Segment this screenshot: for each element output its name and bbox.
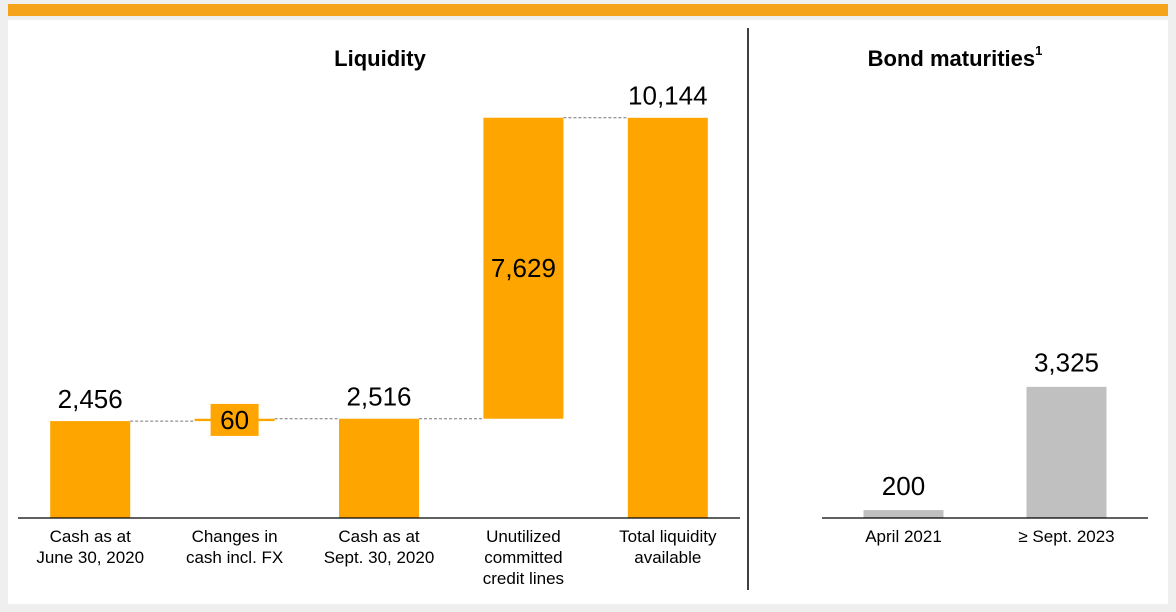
x-tick-label: Unutilized committed credit lines bbox=[483, 527, 564, 588]
bar bbox=[339, 418, 419, 518]
label-line: Total liquidity bbox=[619, 527, 717, 546]
value-label: 2,456 bbox=[58, 384, 123, 414]
label-line: Unutilized bbox=[486, 527, 561, 546]
panel bbox=[8, 20, 1168, 604]
value-label: 2,516 bbox=[346, 382, 411, 412]
label-line: Cash as at bbox=[338, 527, 420, 546]
x-tick-label: April 2021 bbox=[865, 527, 942, 546]
bar bbox=[50, 421, 131, 518]
label-line: credit lines bbox=[483, 569, 564, 588]
x-tick-label: Cash as at Sept. 30, 2020 bbox=[324, 527, 435, 567]
x-tick-label: Changes in cash incl. FX bbox=[186, 527, 283, 567]
label-line: Sept. 30, 2020 bbox=[324, 548, 435, 567]
chart-title: Liquidity bbox=[334, 46, 426, 71]
label-line: ≥ Sept. 2023 bbox=[1018, 527, 1114, 546]
value-label: 60 bbox=[220, 405, 249, 435]
label-line: Cash as at bbox=[50, 527, 132, 546]
value-label: 7,629 bbox=[491, 253, 556, 283]
label-line: committed bbox=[484, 548, 562, 567]
label-line: Changes in bbox=[192, 527, 278, 546]
label-line: June 30, 2020 bbox=[36, 548, 144, 567]
label-line: available bbox=[634, 548, 701, 567]
label-line: cash incl. FX bbox=[186, 548, 283, 567]
value-label: 200 bbox=[882, 471, 925, 501]
title-text: Bond maturities bbox=[868, 46, 1035, 71]
top-band bbox=[8, 4, 1168, 16]
bar bbox=[627, 117, 708, 518]
x-tick-label: ≥ Sept. 2023 bbox=[1018, 527, 1114, 546]
bar bbox=[1026, 386, 1107, 518]
bar bbox=[863, 510, 944, 518]
title-footnote: 1 bbox=[1035, 43, 1042, 58]
x-tick-label: Cash as at June 30, 2020 bbox=[36, 527, 144, 567]
label-backdrop bbox=[210, 403, 259, 436]
chart-title: Bond maturities1 bbox=[868, 43, 1043, 70]
x-tick-label: Total liquidity available bbox=[619, 527, 717, 567]
value-label: 3,325 bbox=[1034, 348, 1099, 378]
label-line: April 2021 bbox=[865, 527, 942, 546]
value-label: 10,144 bbox=[628, 81, 708, 111]
bar bbox=[483, 117, 564, 419]
